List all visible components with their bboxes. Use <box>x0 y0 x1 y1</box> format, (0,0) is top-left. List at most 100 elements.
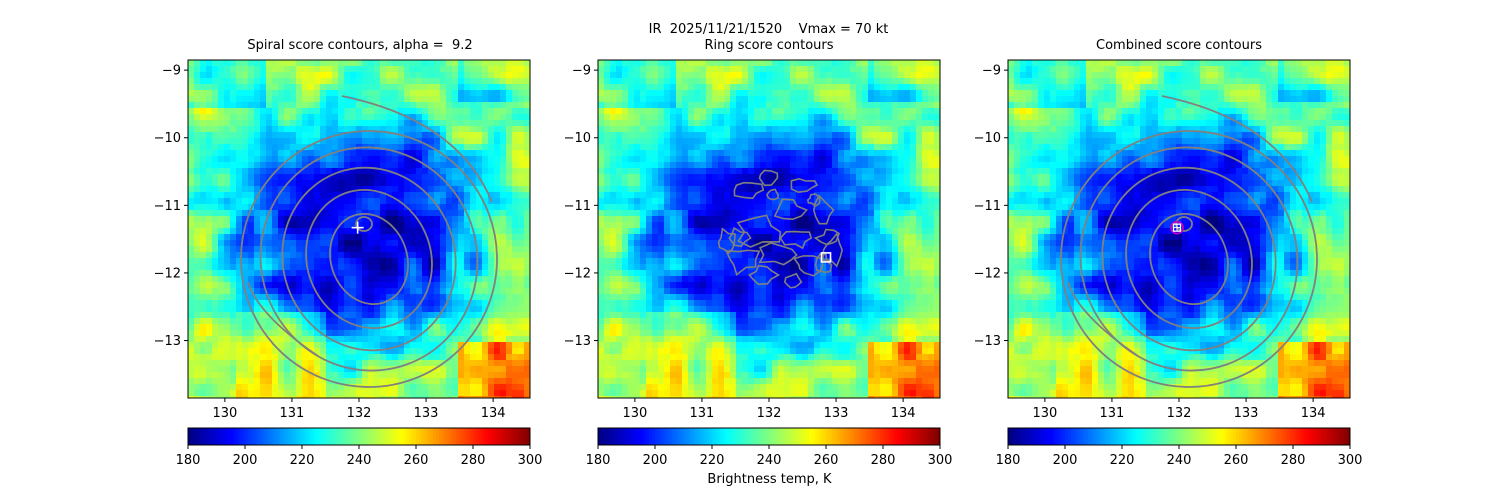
heatmap-cell <box>832 198 839 205</box>
heatmap-cell <box>664 78 671 85</box>
heatmap-cell <box>278 390 285 397</box>
heatmap-cell <box>404 330 411 337</box>
heatmap-cell <box>188 198 195 205</box>
heatmap-cell <box>470 120 477 127</box>
heatmap-cell <box>428 210 435 217</box>
heatmap-cell <box>266 354 273 361</box>
heatmap-cell <box>610 72 617 79</box>
colorbar-swatch <box>264 428 269 445</box>
heatmap-cell <box>440 252 447 259</box>
heatmap-cell <box>458 126 465 133</box>
heatmap-cell <box>524 300 530 307</box>
heatmap-cell <box>260 150 267 157</box>
heatmap-cell <box>868 150 875 157</box>
heatmap-cell <box>610 78 617 85</box>
heatmap-cell <box>488 180 495 187</box>
heatmap-cell <box>194 282 201 289</box>
heatmap-cell <box>308 318 315 325</box>
heatmap-cell <box>200 372 207 379</box>
heatmap-cell <box>784 222 791 229</box>
heatmap-cell <box>338 114 345 121</box>
heatmap-cell <box>242 396 249 398</box>
heatmap-cell <box>646 72 653 79</box>
heatmap-cell <box>796 186 803 193</box>
heatmap-cell <box>290 378 297 385</box>
heatmap-cell <box>506 396 513 398</box>
colorbar-swatch <box>390 428 394 445</box>
heatmap-cell <box>766 60 773 67</box>
heatmap-cell <box>362 198 369 205</box>
heatmap-cell <box>416 372 423 379</box>
heatmap-cell <box>700 204 707 211</box>
heatmap-cell <box>230 216 237 223</box>
colorbar-swatch <box>387 428 391 445</box>
heatmap-cell <box>224 384 231 391</box>
heatmap-cell <box>628 132 635 139</box>
heatmap-cell <box>718 90 725 97</box>
heatmap-cell <box>386 348 393 355</box>
heatmap-cell <box>302 126 309 133</box>
heatmap-cell <box>188 72 195 79</box>
heatmap-cell <box>898 138 905 145</box>
heatmap-cell <box>506 258 513 265</box>
heatmap-cell <box>512 390 519 397</box>
heatmap-cell <box>350 162 357 169</box>
heatmap-cell <box>326 210 333 217</box>
heatmap-cell <box>410 306 417 313</box>
heatmap-cell <box>604 144 611 151</box>
colorbar-swatch <box>276 428 280 445</box>
heatmap-cell <box>904 174 911 181</box>
heatmap-cell <box>778 102 785 109</box>
heatmap-cell <box>934 108 940 115</box>
heatmap-cell <box>218 270 225 277</box>
heatmap-cell <box>778 96 785 103</box>
heatmap-cell <box>260 294 267 301</box>
heatmap-cell <box>506 84 513 91</box>
heatmap-cell <box>724 66 731 73</box>
heatmap-cell <box>616 198 623 205</box>
heatmap-cell <box>248 300 255 307</box>
heatmap-cell <box>248 174 255 181</box>
heatmap-cell <box>512 240 519 247</box>
heatmap-cell <box>494 180 501 187</box>
heatmap-cell <box>356 126 363 133</box>
heatmap-cell <box>916 192 923 199</box>
heatmap-cell <box>242 90 249 97</box>
heatmap-cell <box>446 96 453 103</box>
heatmap-cell <box>242 150 249 157</box>
colorbar-swatch <box>487 428 491 445</box>
heatmap-cell <box>446 102 453 109</box>
heatmap-cell <box>350 168 357 175</box>
heatmap-cell <box>200 228 207 235</box>
heatmap-cell <box>404 144 411 151</box>
heatmap-cell <box>856 162 863 169</box>
heatmap-cell <box>284 396 291 398</box>
heatmap-cell <box>928 60 935 67</box>
heatmap-cell <box>452 330 459 337</box>
heatmap-cell <box>688 204 695 211</box>
heatmap-cell <box>242 348 249 355</box>
heatmap-cell <box>610 222 617 229</box>
heatmap-cell <box>422 120 429 127</box>
heatmap-cell <box>464 282 471 289</box>
heatmap-cell <box>290 342 297 349</box>
heatmap-cell <box>254 156 261 163</box>
heatmap-cell <box>832 210 839 217</box>
heatmap-cell <box>622 186 629 193</box>
heatmap-cell <box>778 150 785 157</box>
heatmap-cell <box>218 222 225 229</box>
heatmap-cell <box>512 258 519 265</box>
heatmap-cell <box>356 300 363 307</box>
heatmap-cell <box>820 84 827 91</box>
heatmap-cell <box>230 162 237 169</box>
heatmap-cell <box>458 234 465 241</box>
heatmap-cell <box>506 90 513 97</box>
heatmap-cell <box>646 192 653 199</box>
heatmap-cell <box>230 354 237 361</box>
heatmap-cell <box>826 72 833 79</box>
heatmap-cell <box>772 132 779 139</box>
heatmap-cell <box>206 228 213 235</box>
heatmap-cell <box>634 84 641 91</box>
heatmap-cell <box>326 192 333 199</box>
heatmap-cell <box>218 108 225 115</box>
